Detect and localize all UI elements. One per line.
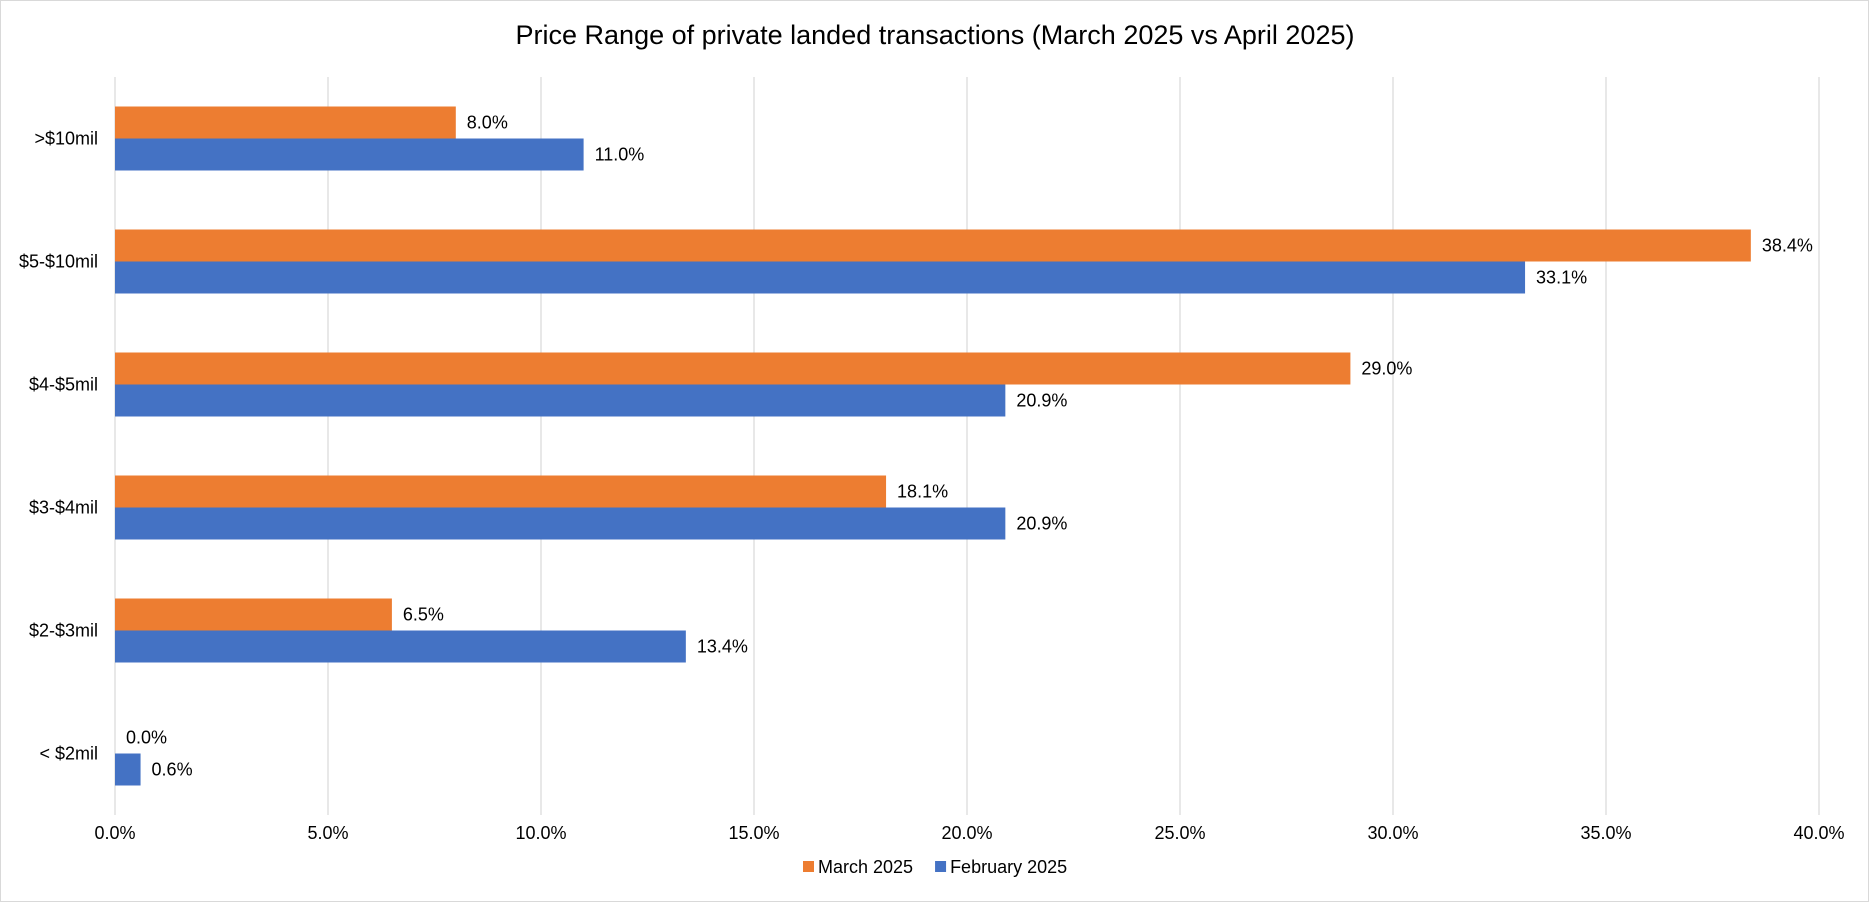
category-label: $5-$10mil: [19, 252, 98, 272]
data-label: 0.0%: [126, 728, 167, 748]
data-labels: 8.0% 11.0% 38.4% 33.1% 29.0% 20.9% 18.1% 20.9% 6…: [126, 113, 1813, 780]
data-label: 11.0%: [595, 145, 645, 165]
legend-swatch-march-2025: [803, 861, 814, 872]
bars: [115, 106, 1751, 786]
x-tick-label: 35.0%: [1580, 823, 1631, 843]
data-label: 8.0%: [467, 113, 508, 133]
legend: March 2025 February 2025: [803, 857, 1067, 877]
x-axis-tick-labels: 0.0% 5.0% 10.0% 15.0% 20.0% 25.0% 30.0% 35.0% 40…: [94, 823, 1844, 843]
x-tick-label: 0.0%: [94, 823, 135, 843]
bar-february-2025: [115, 753, 141, 786]
bar-february-2025: [115, 630, 686, 663]
data-label: 33.1%: [1536, 268, 1587, 288]
x-tick-label: 20.0%: [941, 823, 992, 843]
data-label: 20.9%: [1016, 514, 1067, 534]
data-label: 38.4%: [1762, 236, 1813, 256]
bar-february-2025: [115, 507, 1006, 540]
data-label: 18.1%: [897, 482, 948, 502]
x-tick-label: 5.0%: [307, 823, 348, 843]
legend-swatch-february-2025: [935, 861, 947, 872]
data-label: 6.5%: [403, 605, 444, 625]
bar-february-2025: [115, 138, 584, 171]
bar-march-2025: [115, 598, 392, 631]
chart-title: Price Range of private landed transactio…: [516, 20, 1355, 50]
category-label: >$10mil: [34, 129, 98, 149]
bar-march-2025: [115, 229, 1751, 262]
data-label: 13.4%: [697, 637, 748, 657]
category-label: $3-$4mil: [29, 498, 98, 518]
data-label: 29.0%: [1361, 359, 1412, 379]
category-label: $4-$5mil: [29, 375, 98, 395]
y-axis-category-labels: >$10mil $5-$10mil $4-$5mil $3-$4mil $2-$3mil…: [19, 129, 98, 764]
bar-march-2025: [115, 352, 1351, 385]
x-tick-label: 40.0%: [1793, 823, 1844, 843]
x-tick-label: 30.0%: [1367, 823, 1418, 843]
bar-february-2025: [115, 384, 1006, 417]
x-tick-label: 25.0%: [1154, 823, 1205, 843]
bar-february-2025: [115, 261, 1526, 294]
legend-label: March 2025: [818, 857, 913, 877]
x-tick-label: 15.0%: [728, 823, 779, 843]
data-label: 20.9%: [1016, 391, 1067, 411]
data-label: 0.6%: [152, 760, 193, 780]
x-tick-label: 10.0%: [515, 823, 566, 843]
bar-march-2025: [115, 106, 456, 139]
gridlines: [114, 77, 1820, 815]
bar-march-2025: [115, 475, 887, 508]
category-label: < $2mil: [39, 744, 98, 764]
category-label: $2-$3mil: [29, 621, 98, 641]
legend-label: February 2025: [950, 857, 1067, 877]
